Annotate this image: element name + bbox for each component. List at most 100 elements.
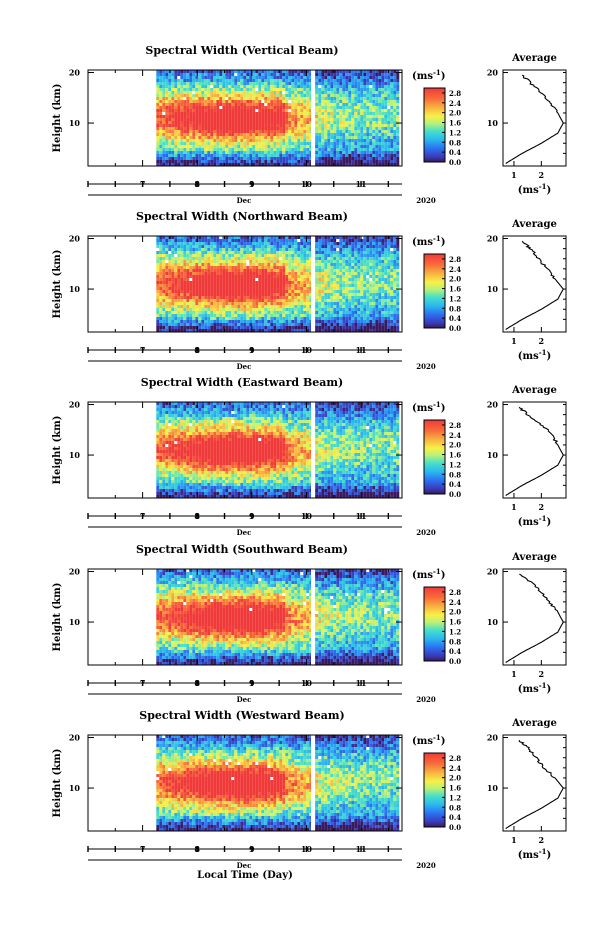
heatmap-cell <box>327 329 331 332</box>
heatmap-cell <box>336 76 340 79</box>
heatmap-cell <box>168 103 172 106</box>
heatmap-cell <box>336 157 340 160</box>
heatmap-cell <box>192 308 196 311</box>
heatmap-cell <box>342 142 346 145</box>
heatmap-cell <box>351 82 355 85</box>
heatmap-cell <box>162 284 166 287</box>
heatmap-cell <box>186 314 190 317</box>
heatmap-cell <box>288 290 292 293</box>
heatmap-cell <box>267 70 271 73</box>
heatmap-cell <box>363 254 367 257</box>
heatmap-cell <box>159 109 163 112</box>
heatmap-cell <box>264 142 268 145</box>
heatmap-cell <box>315 275 319 278</box>
heatmap-cell <box>168 76 172 79</box>
heatmap-cell <box>294 151 298 154</box>
heatmap-cell <box>258 278 262 281</box>
heatmap-cell <box>207 88 211 91</box>
heatmap-cell <box>309 323 313 326</box>
heatmap-cell <box>225 82 229 85</box>
heatmap-cell <box>216 85 220 88</box>
heatmap-cell <box>174 302 178 305</box>
heatmap-cell <box>366 100 370 103</box>
heatmap-cell <box>327 263 331 266</box>
heatmap-cell <box>291 284 295 287</box>
heatmap-cell <box>189 311 193 314</box>
average-frame <box>502 69 567 167</box>
heatmap-cell <box>174 106 178 109</box>
heatmap-cell <box>291 329 295 332</box>
heatmap-cell <box>324 133 328 136</box>
heatmap-cell <box>345 115 349 118</box>
heatmap-cell <box>288 272 292 275</box>
heatmap-cell <box>294 308 298 311</box>
heatmap-cell <box>165 239 169 242</box>
heatmap-cell <box>276 272 280 275</box>
heatmap-cell <box>246 236 250 239</box>
heatmap-cell <box>333 97 337 100</box>
heatmap-cell <box>198 329 202 332</box>
heatmap-cell <box>210 320 214 323</box>
heatmap-cell <box>219 323 223 326</box>
heatmap-cell <box>255 106 259 109</box>
heatmap-cell <box>222 151 226 154</box>
heatmap-cell <box>315 317 319 320</box>
heatmap-cell <box>273 148 277 151</box>
heatmap-cell <box>354 133 358 136</box>
heatmap-cell <box>330 82 334 85</box>
heatmap-cell <box>210 266 214 269</box>
heatmap-cell <box>237 287 241 290</box>
heatmap-cell <box>270 124 274 127</box>
heatmap-cell <box>267 320 271 323</box>
heatmap-cell <box>303 118 307 121</box>
heatmap-cell <box>219 317 223 320</box>
heatmap-cell <box>159 151 163 154</box>
heatmap-cell <box>318 148 322 151</box>
heatmap-cell <box>252 160 256 163</box>
heatmap-cell <box>159 157 163 160</box>
heatmap-cell <box>237 299 241 302</box>
heatmap-cell <box>189 76 193 79</box>
heatmap-cell <box>366 296 370 299</box>
heatmap-cell <box>174 245 178 248</box>
heatmap-cell <box>378 127 382 130</box>
heatmap-cell <box>171 157 175 160</box>
heatmap-cell <box>261 329 265 332</box>
heatmap-cell <box>216 73 220 76</box>
heatmap-cell <box>303 88 307 91</box>
heatmap-cell <box>396 145 400 148</box>
heatmap-cell <box>387 115 391 118</box>
heatmap-cell <box>348 97 352 100</box>
heatmap-cell <box>249 287 253 290</box>
heatmap-cell <box>207 236 211 239</box>
heatmap-cell <box>240 314 244 317</box>
heatmap-cell <box>330 151 334 154</box>
heatmap-cell <box>165 296 169 299</box>
heatmap-cell <box>294 112 298 115</box>
heatmap-cell <box>348 76 352 79</box>
heatmap-cell <box>393 127 397 130</box>
heatmap-cell <box>369 118 373 121</box>
heatmap-cell <box>216 142 220 145</box>
heatmap-cell <box>339 287 343 290</box>
heatmap-cell <box>321 94 325 97</box>
heatmap-cell <box>180 299 184 302</box>
heatmap-cell <box>237 284 241 287</box>
heatmap-cell <box>273 293 277 296</box>
heatmap-cell <box>261 154 265 157</box>
heatmap-cell <box>207 148 211 151</box>
heatmap-cell <box>378 163 382 166</box>
heatmap-cell <box>324 254 328 257</box>
heatmap-cell <box>387 157 391 160</box>
heatmap-cell <box>249 281 253 284</box>
heatmap-cell <box>192 115 196 118</box>
heatmap-cell <box>162 73 166 76</box>
heatmap-cell <box>225 76 229 79</box>
heatmap-cell <box>330 302 334 305</box>
heatmap-cell <box>354 145 358 148</box>
heatmap-cell <box>375 127 379 130</box>
heatmap-cell <box>180 145 184 148</box>
heatmap-cell <box>342 287 346 290</box>
heatmap-cell <box>324 121 328 124</box>
heatmap-cell <box>156 118 160 121</box>
